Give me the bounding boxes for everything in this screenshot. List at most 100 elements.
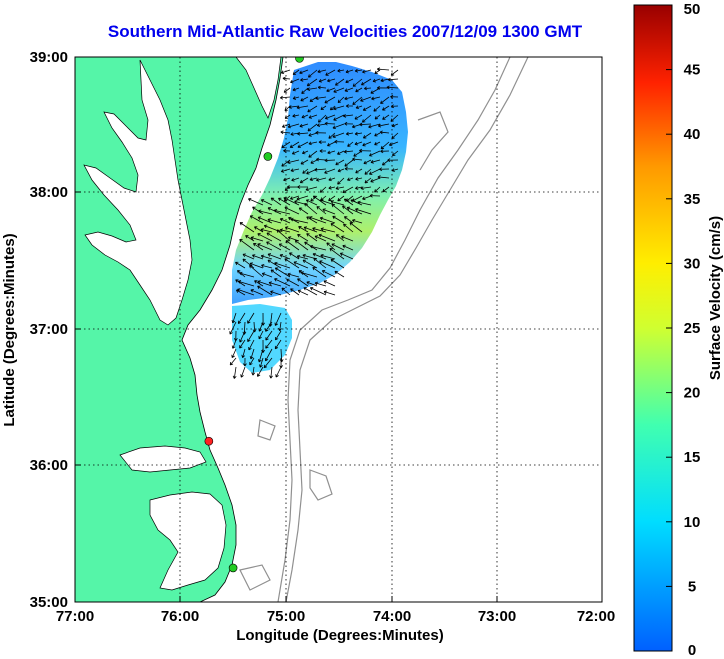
velocity-arrow [291,177,300,182]
velocity-arrow [258,321,264,332]
velocity-arrow [292,87,300,92]
velocity-arrow [316,123,327,127]
velocity-arrow [331,243,345,251]
velocity-arrow [355,168,363,174]
velocity-arrow [335,159,345,166]
velocity-arrow [257,243,273,251]
velocity-arrow [259,357,264,368]
velocity-arrow [323,280,336,287]
velocity-arrow [310,159,318,164]
velocity-arrow [360,186,372,191]
velocity-arrow [290,78,300,84]
velocity-arrow [328,195,336,202]
velocity-arrow [297,234,309,242]
velocity-arrow [314,281,327,287]
x-tick-label: 75:00 [267,608,305,625]
station-north [295,57,304,63]
velocity-arrow [301,87,309,94]
velocity-arrow [388,141,399,147]
velocity-arrow [252,254,264,260]
velocity-arrow [342,244,354,251]
velocity-arrow [377,123,390,128]
velocity-arrow [334,270,345,278]
velocity-arrow [344,121,354,126]
velocity-arrow [269,366,273,379]
velocity-arrow [267,218,282,224]
velocity-arrow [270,197,282,206]
velocity-arrow [352,96,363,105]
velocity-arrow [354,141,363,146]
velocity-arrow [298,226,309,233]
velocity-arrow [279,95,291,100]
velocity-arrow [332,123,345,130]
velocity-arrow [288,105,300,109]
velocity-arrow [370,159,381,164]
velocity-arrow [376,67,390,72]
velocity-arrow [354,114,363,120]
velocity-arrow [352,78,363,87]
velocity-arrow [239,330,246,343]
velocity-arrow [309,177,318,182]
velocity-arrow [335,186,345,190]
velocity-arrow [326,242,336,251]
velocity-arrow [231,312,237,324]
velocity-arrow [296,105,309,110]
velocity-arrow [274,267,291,278]
colorbar-tick-label: 25 [684,320,701,337]
velocity-arrow [368,168,381,175]
velocity-arrow [304,202,318,215]
velocity-arrow [355,105,363,110]
colorbar-tick-label: 40 [684,126,701,143]
velocity-arrow [257,216,273,224]
velocity-arrow [282,76,291,81]
velocity-arrow [239,222,255,233]
colorbar-tick-label: 15 [684,449,701,466]
velocity-arrow [342,114,354,118]
velocity-arrow [328,185,336,190]
velocity-arrow [359,148,372,153]
velocity-arrow [325,69,336,76]
velocity-arrow [278,197,291,206]
velocity-arrow [274,312,282,326]
velocity-arrow [317,69,327,74]
x-axis-label: Longitude (Degrees:Minutes) [236,627,444,644]
velocity-arrow [315,96,327,101]
velocity-arrow [275,330,282,341]
velocity-arrow [273,208,291,215]
velocity-arrow [250,236,264,242]
velocity-arrow [382,105,390,111]
velocity-arrow [352,218,363,224]
velocity-arrow [265,339,273,349]
velocity-arrow [283,87,291,93]
velocity-arrow [362,195,372,201]
velocity-arrow [257,280,273,287]
velocity-arrow [303,226,318,233]
velocity-arrow [284,206,300,215]
velocity-arrow [345,69,354,74]
grid-lines [75,57,602,602]
velocity-arrow [355,87,363,93]
velocity-arrow [347,177,354,182]
colorbar-tick-label: 20 [684,385,701,402]
velocity-arrow [362,141,372,147]
velocity-arrow [254,226,264,233]
velocity-arrow [319,260,336,269]
velocity-arrow [240,366,246,378]
velocity-arrow [330,258,345,269]
velocity-arrow [300,77,309,82]
velocity-arrow [287,159,300,165]
velocity-arrow [350,199,363,206]
velocity-arrow [264,348,273,362]
velocity-arrow [387,158,399,163]
velocity-arrow [324,96,336,104]
velocity-arrow [258,209,273,215]
station-mid [263,152,273,161]
velocity-arrow [287,272,300,278]
velocity-arrow [334,139,345,144]
velocity-arrow [380,96,390,104]
velocity-arrow [308,132,318,137]
velocity-arrow [352,157,363,162]
velocity-arrow [328,177,336,182]
velocity-arrow [341,235,354,242]
